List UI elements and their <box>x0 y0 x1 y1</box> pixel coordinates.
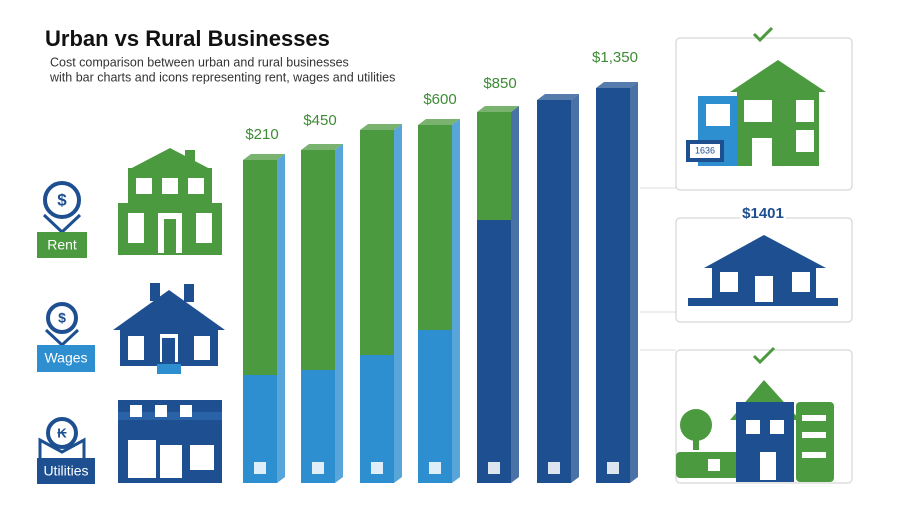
utilities-icon: ₭ Utilities <box>37 417 95 484</box>
bar-cap <box>596 82 638 88</box>
cost-label: Wages <box>44 350 87 366</box>
bar-upper <box>418 125 452 330</box>
price-label: $600 <box>423 91 456 108</box>
svg-text:₭: ₭ <box>57 425 67 440</box>
bar-icon <box>548 462 560 474</box>
guide-lines <box>640 187 676 351</box>
bar-cap <box>477 106 519 112</box>
price-label: $850 <box>483 75 516 92</box>
price-label: $210 <box>245 126 278 143</box>
bar-side <box>511 106 519 483</box>
wages-icon: $ Wages <box>37 302 95 372</box>
panel-rural <box>675 346 853 484</box>
bar-side <box>452 119 460 483</box>
bar-upper <box>477 112 511 220</box>
cost-label: Rent <box>47 237 77 253</box>
subtitle: with bar charts and icons representing r… <box>49 70 395 84</box>
bar-lower <box>537 100 571 483</box>
bar-icon <box>312 462 324 474</box>
plaque: 1636 <box>695 145 715 155</box>
bar-icon <box>488 462 500 474</box>
bar-cap <box>360 124 402 130</box>
bar-upper <box>360 130 394 355</box>
bar-lower <box>596 88 630 483</box>
blue-house <box>113 283 225 374</box>
price-labels: $210 $450 $600 $850 $1,350 <box>245 49 638 143</box>
bar-upper <box>301 150 335 370</box>
bars <box>243 82 638 483</box>
bar-cap <box>418 119 460 125</box>
rent-icon: $ Rent <box>37 181 87 258</box>
panel-middle: $1401 <box>675 205 853 323</box>
bar-upper <box>243 160 277 375</box>
bar-cap <box>243 154 285 160</box>
title: Urban vs Rural Businesses <box>45 26 330 51</box>
bar-icon <box>429 462 441 474</box>
subtitle: Cost comparison between urban and rural … <box>50 55 349 69</box>
bar-lower <box>477 220 511 483</box>
bar-lower <box>418 330 452 483</box>
bar-cap <box>301 144 343 150</box>
price-label: $1,350 <box>592 49 638 66</box>
bar-icon <box>254 462 266 474</box>
bar-side <box>394 124 402 483</box>
svg-text:$: $ <box>58 310 66 326</box>
price-label: $450 <box>303 112 336 129</box>
bar-side <box>630 82 638 483</box>
green-house <box>118 148 222 255</box>
bar-side <box>277 154 285 483</box>
bar-cap <box>537 94 579 100</box>
svg-text:$: $ <box>57 190 67 209</box>
panel-urban: 1636 <box>675 26 853 191</box>
bar-lower <box>360 355 394 483</box>
bar-icon <box>371 462 383 474</box>
dark-building <box>118 400 222 483</box>
cost-label: Utilities <box>43 463 88 479</box>
middle-price: $1401 <box>742 205 784 222</box>
bar-icon <box>607 462 619 474</box>
bar-side <box>571 94 579 483</box>
bar-side <box>335 144 343 483</box>
